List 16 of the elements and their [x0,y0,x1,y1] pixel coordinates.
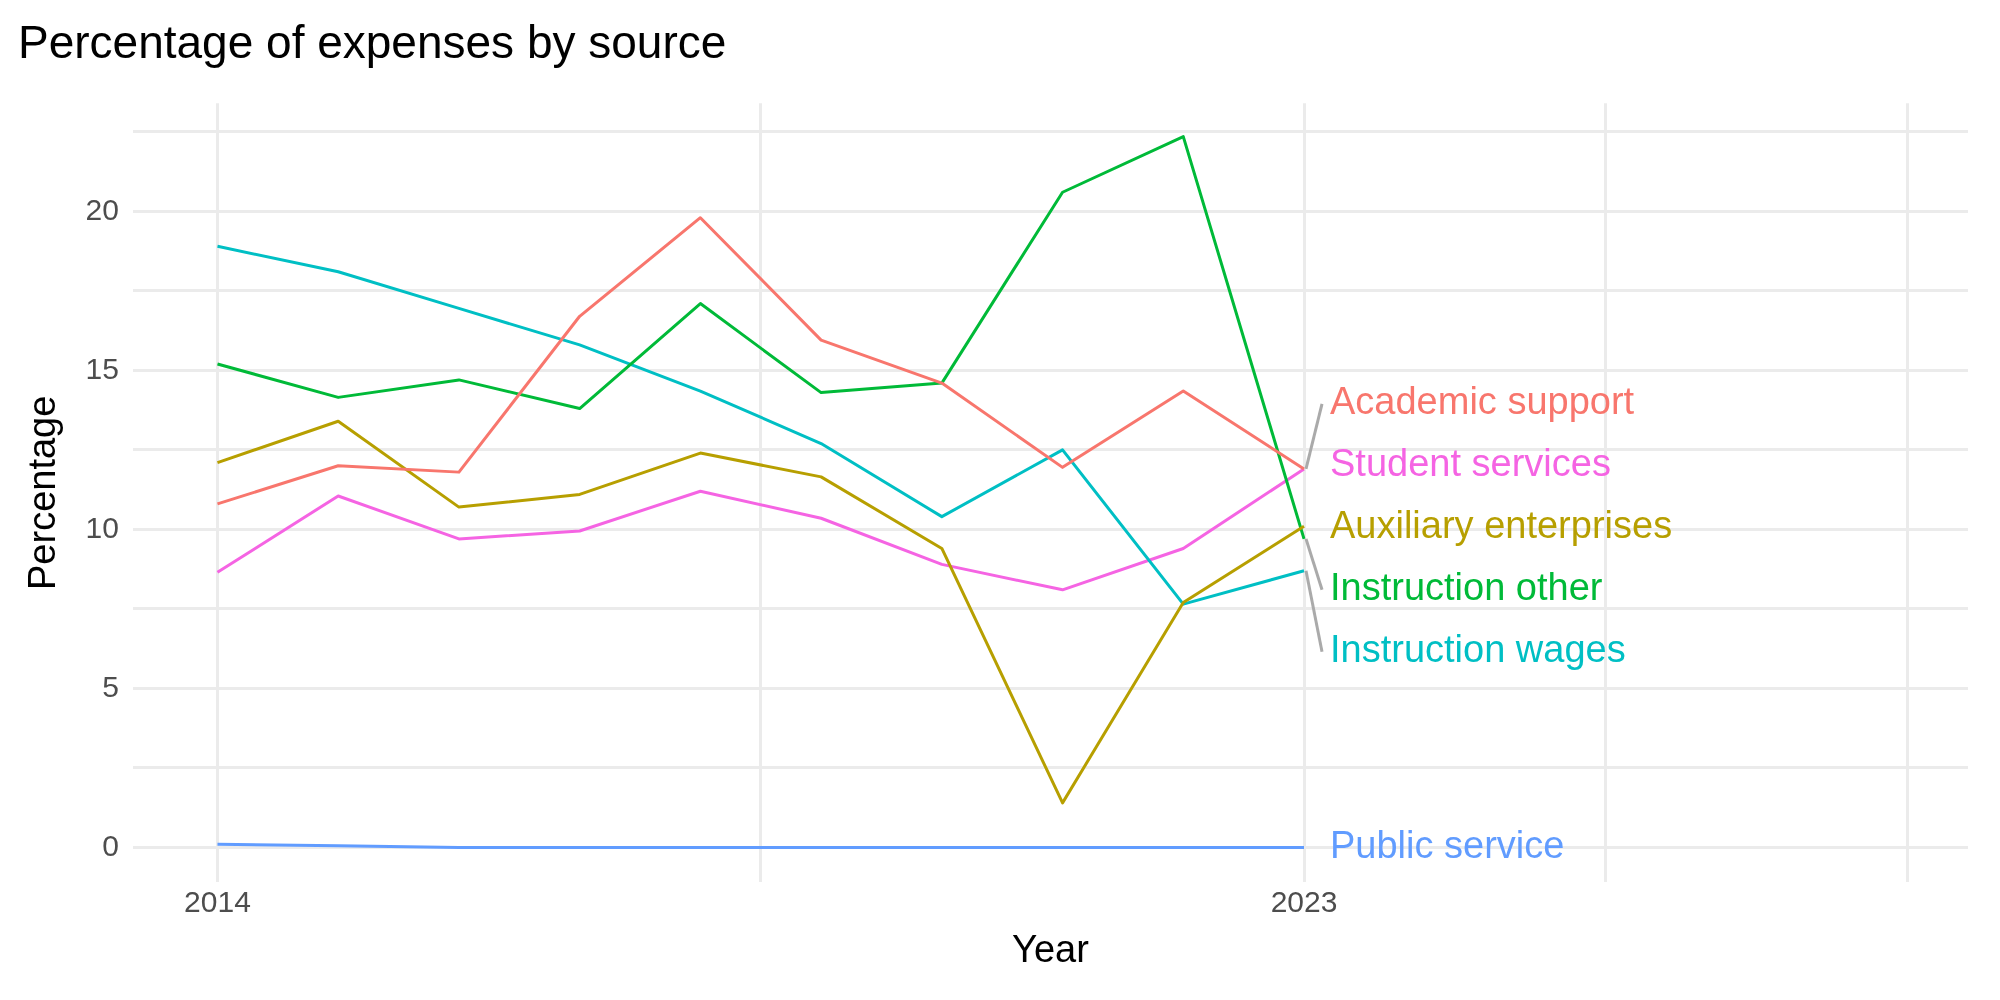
series-label: Academic support [1330,380,1635,423]
y-axis-title: Percentage [21,395,64,590]
y-tick-label: 20 [85,192,119,226]
x-axis-title: Year [1012,927,1090,970]
series-label: Public service [1330,823,1565,866]
series-label: Instruction wages [1330,628,1626,671]
x-tick-label: 2014 [184,884,251,918]
y-tick-label: 15 [85,351,119,385]
chart-title: Percentage of expenses by source [18,16,727,69]
series-label: Instruction other [1330,566,1603,609]
series-label: Student services [1330,442,1611,485]
x-tick-label: 2023 [1270,884,1338,918]
y-tick-label: 0 [102,828,119,862]
y-tick-label: 5 [102,669,119,703]
series-label: Auxiliary enterprises [1330,504,1673,547]
y-tick-label: 10 [85,510,119,544]
